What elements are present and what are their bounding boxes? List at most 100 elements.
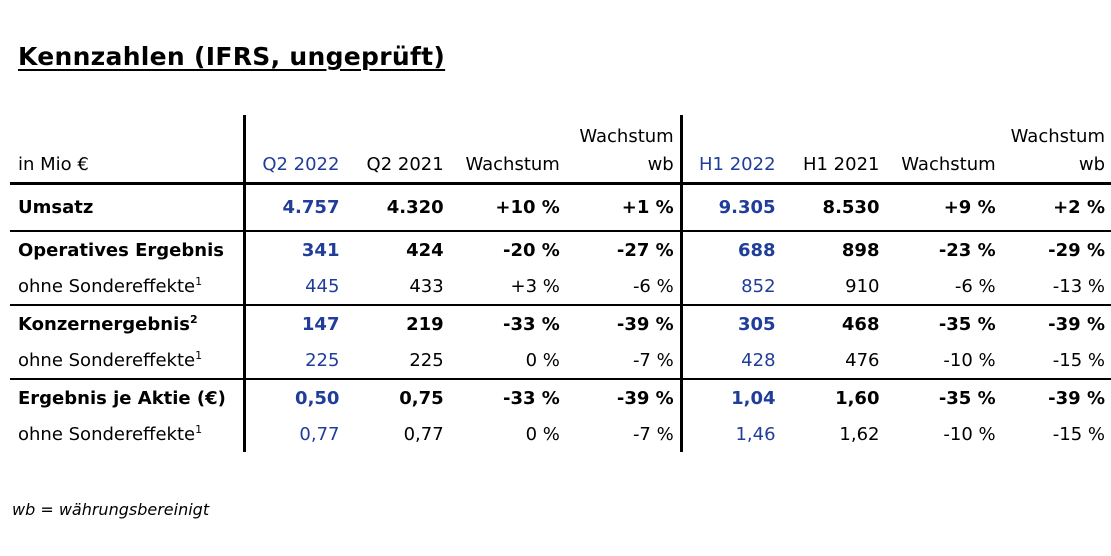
table-cell: 0 % — [449, 342, 566, 380]
table-cell: -39 % — [1048, 313, 1105, 335]
table-cell: -6 % — [885, 268, 1002, 306]
header-empty — [10, 115, 245, 147]
table-cell: -35 % — [938, 313, 996, 335]
table-cell: 0,50 — [243, 379, 346, 416]
table-cell: -15 % — [1052, 423, 1105, 445]
table-cell: -35 % — [938, 387, 996, 409]
row-label: Konzernergebnis2 — [10, 305, 245, 342]
table-cell: 910 — [781, 268, 886, 306]
row-label-text: ohne Sondereffekte — [18, 423, 196, 445]
table-cell: -27 % — [616, 239, 674, 261]
header-empty — [450, 115, 566, 147]
table-row: Umsatz 4.757 4.320 +10 % +1 % 9.305 8.530 +9 % +… — [10, 183, 1111, 232]
row-label: Operatives Ergebnis — [10, 231, 245, 268]
header-h1-growth-wb: wb — [1001, 147, 1111, 185]
table-cell: +2 % — [1001, 183, 1111, 232]
table-cell: 1,04 — [679, 379, 782, 416]
header-empty — [782, 115, 886, 147]
table-cell: -39 % — [616, 387, 674, 409]
row-label-text: Konzernergebnis — [18, 313, 190, 335]
table-cell: -39 % — [616, 313, 674, 335]
header-empty — [885, 115, 1001, 147]
table-cell: 9.305 — [679, 183, 782, 232]
table-cell: -29 % — [1048, 239, 1105, 261]
row-label-text: Umsatz — [18, 197, 94, 218]
header-q2-growth: Wachstum — [449, 147, 566, 185]
row-label-text: ohne Sondereffekte — [18, 275, 196, 297]
table-cell: 424 — [406, 239, 444, 261]
row-label-text: Ergebnis je Aktie (€) — [18, 387, 226, 409]
table-cell: 225 — [243, 342, 346, 380]
header-empty — [679, 115, 782, 147]
row-label-text: Operatives Ergebnis — [18, 239, 224, 261]
header-q2-2022: Q2 2022 — [243, 147, 346, 185]
footnote-marker: 2 — [189, 312, 198, 326]
table-cell: -7 % — [565, 342, 682, 380]
table-cell: +9 % — [885, 183, 1002, 232]
table-cell: +3 % — [449, 268, 566, 306]
table-cell: 852 — [679, 268, 782, 306]
table-cell: -33 % — [503, 313, 560, 335]
row-label-text: ohne Sondereffekte — [18, 349, 196, 371]
table-cell: 428 — [679, 342, 782, 380]
row-label: Ergebnis je Aktie (€) — [10, 379, 245, 416]
table-cell: 433 — [345, 268, 450, 306]
footnote-marker: 1 — [195, 348, 203, 362]
table-row: ohne Sondereffekte1 225 225 0 % -7 % 428 476 -1… — [10, 342, 1111, 380]
header-row-top: Wachstum Wachstum — [10, 115, 1111, 147]
table-cell: 219 — [406, 313, 444, 335]
header-row-main: in Mio € Q2 2022 Q2 2021 Wachstum wb H1 … — [10, 147, 1111, 185]
row-label: ohne Sondereffekte1 — [10, 416, 245, 452]
table-cell: -15 % — [1001, 342, 1111, 380]
table-cell: 0,75 — [399, 387, 444, 409]
table-cell: 0 % — [525, 423, 560, 445]
table-cell: 305 — [679, 305, 782, 342]
unit-label: in Mio € — [10, 147, 245, 185]
key-figures-table: Wachstum Wachstum in Mio € Q2 2022 Q2 20… — [10, 115, 1111, 452]
header-h1-growth: Wachstum — [885, 147, 1002, 185]
row-label: ohne Sondereffekte1 — [10, 268, 245, 306]
header-empty — [243, 115, 346, 147]
table-row: Operatives Ergebnis 341 424 -20 % -27 % 688 89… — [10, 231, 1111, 268]
table-cell: 4.757 — [243, 183, 346, 232]
header-q2-2021: Q2 2021 — [345, 147, 450, 185]
header-q2-growth-wb: wb — [565, 147, 682, 185]
table-row: ohne Sondereffekte1 0,77 0,77 0 % -7 % 1,46 1,… — [10, 416, 1111, 452]
table-row: Konzernergebnis2 147 219 -33 % -39 % 305 468 -3… — [10, 305, 1111, 342]
table-cell: +1 % — [565, 183, 682, 232]
table-cell: -10 % — [943, 423, 996, 445]
table-cell: -7 % — [632, 423, 674, 445]
header-q2-growth-wb-top: Wachstum — [579, 126, 674, 147]
table-cell: 341 — [243, 231, 346, 268]
table-cell: 0,77 — [403, 423, 444, 445]
table-row: ohne Sondereffekte1 445 433 +3 % -6 % 852 910-… — [10, 268, 1111, 306]
table-cell: 468 — [841, 313, 880, 335]
table-cell: -6 % — [565, 268, 682, 306]
header-empty — [345, 115, 449, 147]
table-cell: 1,46 — [679, 416, 782, 452]
table-cell: 8.530 — [781, 183, 886, 232]
table-cell: 4.320 — [345, 183, 450, 232]
table-cell: 1,62 — [839, 423, 880, 445]
row-label: Umsatz — [10, 183, 245, 232]
row-label: ohne Sondereffekte1 — [10, 342, 245, 380]
header-h1-2022: H1 2022 — [679, 147, 782, 185]
table-cell: 445 — [243, 268, 346, 306]
header-h1-growth-wb-top: Wachstum — [1010, 126, 1105, 147]
table-cell: 688 — [679, 231, 782, 268]
table-cell: 476 — [781, 342, 886, 380]
table-cell: +10 % — [449, 183, 566, 232]
table-cell: -20 % — [503, 239, 560, 261]
table-cell: 0,77 — [243, 416, 346, 452]
table-row: Ergebnis je Aktie (€) 0,50 0,75 -33 % -39 % 1… — [10, 379, 1111, 416]
table-cell: 1,60 — [835, 387, 880, 409]
table-cell: 147 — [243, 305, 346, 342]
footnote-marker: 1 — [195, 274, 203, 288]
page-title: Kennzahlen (IFRS, ungeprüft) — [18, 42, 446, 71]
header-h1-2021: H1 2021 — [781, 147, 886, 185]
table-cell: 898 — [841, 239, 880, 261]
footnote-marker: 1 — [195, 422, 203, 436]
footnote: wb = währungsbereinigt — [12, 500, 210, 519]
table-cell: 225 — [345, 342, 450, 380]
table-cell: -13 % — [1001, 268, 1111, 306]
